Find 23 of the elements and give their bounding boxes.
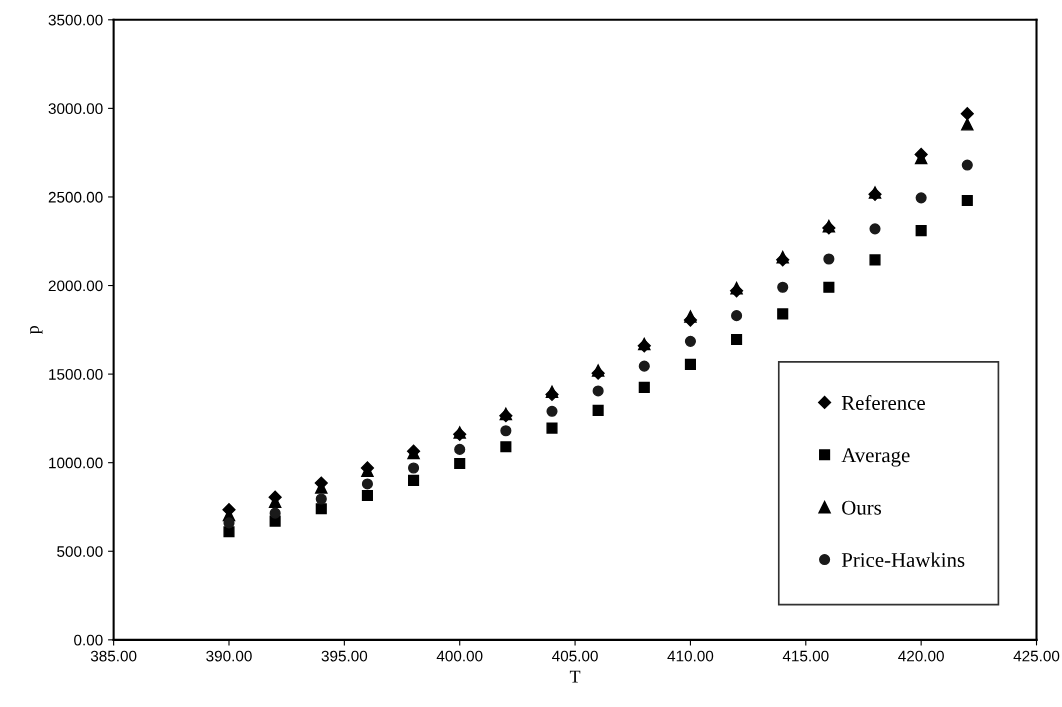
x-axis-title: T xyxy=(569,670,581,683)
y-tick-label: 500.00 xyxy=(57,546,103,557)
y-tick-label: 2500.00 xyxy=(48,191,103,203)
legend-label: Ours xyxy=(842,500,882,515)
y-tick-label: 0.00 xyxy=(74,634,103,646)
y-axis-title: p xyxy=(30,326,43,335)
x-tick-label: 400.00 xyxy=(436,650,483,662)
x-tick-label: 390.00 xyxy=(206,650,252,662)
legend-label: Price-Hawkins xyxy=(841,552,965,568)
x-tick-label: 410.00 xyxy=(667,650,714,662)
x-tick-label: 420.00 xyxy=(898,650,944,662)
x-tick-label: 415.00 xyxy=(782,650,829,662)
y-tick-label: 2000.00 xyxy=(48,280,103,292)
y-tick-label: 3500.00 xyxy=(48,14,103,26)
x-tick-label: 425.00 xyxy=(1013,650,1060,662)
y-tick-label: 3000.00 xyxy=(48,103,103,115)
x-tick-label: 405.00 xyxy=(552,650,598,662)
y-tick-label: 1000.00 xyxy=(49,457,103,469)
x-tick-label: 395.00 xyxy=(321,650,368,662)
legend-label: Reference xyxy=(841,395,925,410)
y-tick-label: 1500.00 xyxy=(49,368,103,380)
x-tick-label: 385.00 xyxy=(90,650,137,662)
legend-label: Average xyxy=(841,448,910,467)
